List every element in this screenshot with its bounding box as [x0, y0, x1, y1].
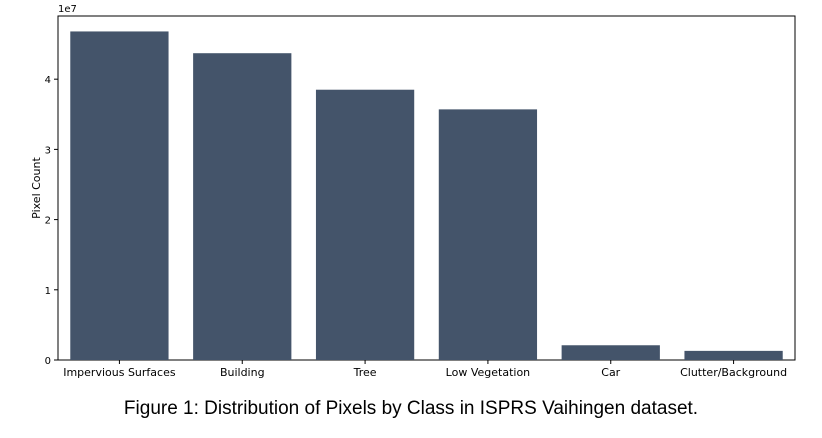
bars-group — [70, 31, 783, 361]
y-axis-label: Pixel Count — [30, 157, 43, 219]
y-axis-ticks: 0 1 2 3 4 — [45, 75, 58, 367]
x-tick-label-2: Tree — [353, 366, 377, 379]
x-tick-label-0: Impervious Surfaces — [63, 366, 176, 379]
bar-4 — [561, 345, 660, 360]
y-tick-label-1: 1 — [45, 286, 51, 297]
plot-frame — [57, 15, 796, 361]
x-tick-label-5: Clutter/Background — [680, 366, 787, 379]
y-tick-label-4: 4 — [45, 75, 51, 86]
bar-0 — [70, 31, 169, 361]
figure-caption: Figure 1: Distribution of Pixels by Clas… — [123, 398, 699, 419]
bar-2 — [315, 89, 415, 360]
bar-5 — [684, 350, 783, 360]
y-tick-label-2: 2 — [45, 216, 51, 227]
x-tick-label-4: Car — [601, 366, 620, 379]
x-tick-label-1: Building — [220, 366, 265, 379]
bar-1 — [193, 53, 292, 361]
y-axis-offset-label: 1e7 — [58, 4, 77, 15]
y-tick-label-0: 0 — [45, 356, 51, 367]
x-tick-label-3: Low Vegetation — [446, 366, 530, 379]
bar-3 — [438, 109, 538, 360]
y-tick-label-3: 3 — [45, 145, 51, 156]
x-axis-ticks: Impervious Surfaces Building Tree Low Veget… — [63, 360, 787, 379]
chart: 0 1 2 3 4 Impervious Surfaces Building Tree Low… — [30, 4, 796, 379]
